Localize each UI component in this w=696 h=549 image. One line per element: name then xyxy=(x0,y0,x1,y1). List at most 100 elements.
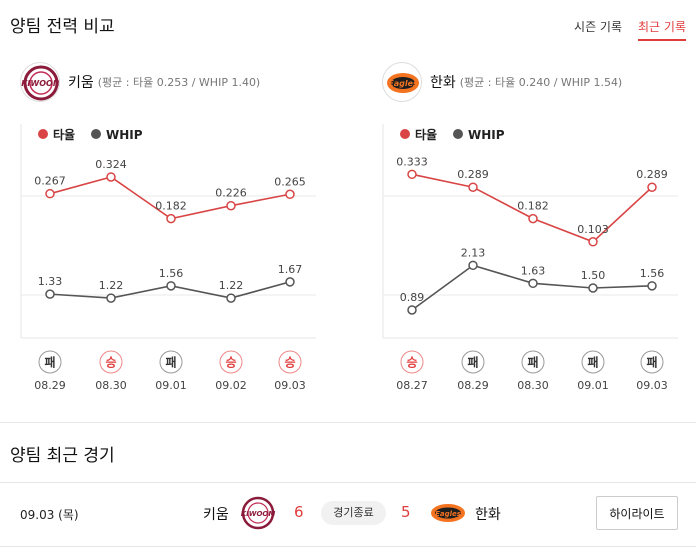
result-label: 패 xyxy=(527,356,538,370)
result-label: 패 xyxy=(467,356,478,370)
data-label-batting: 0.333 xyxy=(396,155,428,168)
data-point-batting xyxy=(468,182,478,192)
section-divider xyxy=(0,482,696,483)
away-team-name: 한화 xyxy=(475,507,501,523)
hanwha-logo-icon: Eagles xyxy=(382,62,422,102)
result-label: 패 xyxy=(165,356,176,370)
game-status-badge: 경기종료 xyxy=(321,501,386,525)
x-tick-label: 08.27 xyxy=(396,379,428,392)
result-badge xyxy=(521,350,545,374)
x-tick-label: 09.01 xyxy=(155,379,187,392)
x-tick-label: 08.29 xyxy=(34,379,66,392)
chart-svg-hanwha: 타율 WHIP 0.333 0.289 0.182 0.103 0.289 0.89 2.13 1… xyxy=(382,124,678,392)
legend-label-whip: WHIP xyxy=(468,128,505,142)
away-team-score: 5 xyxy=(401,503,411,521)
chart-kiwoom: 타율 WHIP 0.267 0.324 0.182 0.226 0.265 1.33 1.22 1… xyxy=(12,112,328,396)
data-label-batting: 0.182 xyxy=(517,200,549,213)
x-tick-label: 09.01 xyxy=(577,379,609,392)
section-divider xyxy=(0,422,696,423)
data-point-batting xyxy=(45,188,55,199)
data-point-batting xyxy=(528,213,538,224)
data-label-whip: 1.67 xyxy=(278,263,303,276)
home-team-name: 키움 xyxy=(203,507,229,523)
data-point-whip xyxy=(106,293,116,303)
data-label-whip: 1.56 xyxy=(159,267,184,280)
data-point-batting xyxy=(647,182,657,192)
x-tick-label: 08.29 xyxy=(457,379,489,392)
data-point-whip xyxy=(528,278,538,289)
logo-wordmark: KIWOOM xyxy=(241,510,276,518)
chart-hanwha: 타율 WHIP 0.333 0.289 0.182 0.103 0.289 0.89 2.13 1… xyxy=(374,112,690,396)
tab-season-record[interactable]: 시즌 기록 xyxy=(574,20,623,34)
x-tick-label: 08.30 xyxy=(517,379,549,392)
comparison-header: 양팀 전력 비교 시즌 기록 최근 기록 xyxy=(0,0,696,48)
team-name: 키움 xyxy=(68,75,94,91)
result-badge xyxy=(38,350,62,374)
team-average-stats: (평균 : 타율 0.240 / WHIP 1.54) xyxy=(459,76,623,89)
home-team-score: 6 xyxy=(294,503,304,521)
kiwoom-logo-icon: KIWOOM xyxy=(20,62,60,102)
result-badge xyxy=(400,350,424,374)
x-tick-label: 09.03 xyxy=(636,379,668,392)
legend-marker-batting xyxy=(400,129,410,139)
team-summary-kiwoom: KIWOOM 키움 (평균 : 타율 0.253 / WHIP 1.40) xyxy=(20,62,260,102)
result-label: 패 xyxy=(587,356,598,370)
recent-game-row: 09.03 (목) 키움 KIWOOM 6 경기종료 5 Eagles 한화 하… xyxy=(0,483,696,545)
result-badge xyxy=(640,350,664,374)
team-name: 한화 xyxy=(430,75,456,91)
page-title: 양팀 전력 비교 xyxy=(10,17,115,37)
data-point-whip xyxy=(588,283,598,293)
data-label-whip: 1.56 xyxy=(640,267,665,280)
legend-label-batting: 타율 xyxy=(415,127,437,142)
result-badge xyxy=(99,350,123,374)
legend-marker-batting xyxy=(38,129,48,139)
data-label-batting: 0.289 xyxy=(636,168,668,181)
team-average-stats: (평균 : 타율 0.253 / WHIP 1.40) xyxy=(97,76,261,89)
data-label-whip: 1.22 xyxy=(99,279,124,292)
result-label: 승 xyxy=(284,356,295,370)
legend-label-whip: WHIP xyxy=(106,128,143,142)
legend-marker-whip xyxy=(453,129,463,139)
data-label-whip: 2.13 xyxy=(461,246,486,259)
data-point-whip xyxy=(166,281,176,291)
x-tick-label: 09.02 xyxy=(215,379,247,392)
data-point-batting xyxy=(226,200,236,211)
logo-wordmark: Eagles xyxy=(435,510,461,518)
result-label: 패 xyxy=(44,356,55,370)
data-label-batting: 0.182 xyxy=(155,200,187,213)
data-label-whip: 1.63 xyxy=(521,264,546,277)
data-point-whip xyxy=(45,289,55,299)
result-label: 승 xyxy=(225,356,236,370)
data-label-whip: 1.50 xyxy=(581,269,606,282)
data-label-batting: 0.267 xyxy=(34,175,66,188)
kiwoom-logo-icon: KIWOOM xyxy=(240,495,276,531)
data-point-batting xyxy=(285,189,295,200)
highlight-button[interactable]: 하이라이트 xyxy=(596,496,678,530)
legend-marker-whip xyxy=(91,129,101,139)
result-badge xyxy=(581,350,605,374)
data-point-whip xyxy=(226,293,236,303)
data-point-batting xyxy=(166,213,176,224)
data-label-batting: 0.289 xyxy=(457,168,489,181)
chart-svg-kiwoom: 타율 WHIP 0.267 0.324 0.182 0.226 0.265 1.33 1.22 1… xyxy=(20,124,316,392)
data-point-whip xyxy=(285,277,295,287)
data-label-batting: 0.226 xyxy=(215,187,247,200)
data-label-whip: 0.89 xyxy=(400,291,425,304)
data-point-batting xyxy=(588,237,598,247)
legend-label-batting: 타율 xyxy=(53,127,75,142)
result-badge xyxy=(461,350,485,374)
result-label: 승 xyxy=(406,356,417,370)
data-point-whip xyxy=(468,260,478,271)
result-badge xyxy=(278,350,302,374)
result-label: 패 xyxy=(646,356,657,370)
hanwha-logo-icon: Eagles xyxy=(428,495,468,531)
x-tick-label: 09.03 xyxy=(274,379,306,392)
data-label-whip: 1.33 xyxy=(38,275,63,288)
logo-wordmark: KIWOOM xyxy=(21,79,60,88)
result-badge xyxy=(219,350,243,374)
data-point-batting xyxy=(106,172,116,182)
tab-recent-record[interactable]: 최근 기록 xyxy=(638,18,686,41)
data-label-batting: 0.103 xyxy=(577,223,609,236)
data-point-batting xyxy=(407,169,417,180)
recent-games-title: 양팀 최근 경기 xyxy=(10,446,115,466)
